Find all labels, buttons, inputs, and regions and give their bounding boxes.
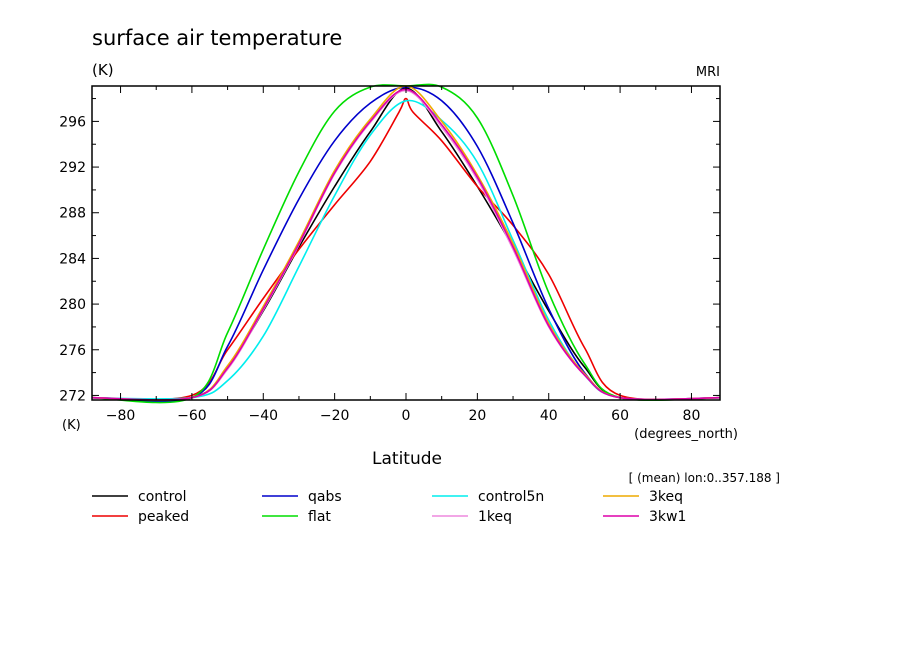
x-unit-label: (degrees_north) [634,427,738,442]
series-line-flat [91,83,721,404]
x-tick-label: −60 [177,408,207,424]
series-line-3kw1 [91,88,721,401]
x-axis-label: Latitude [372,449,442,469]
series-line-3keq [91,85,721,401]
legend-label-control5n: control5n [478,489,544,505]
series-line-qabs [91,86,721,403]
mean-note: [ (mean) lon:0..357.188 ] [629,471,780,485]
x-tick-label: −20 [320,408,350,424]
plot-frame [91,85,721,401]
series-line-control5n [91,99,721,401]
x-tick-label: 80 [683,408,701,424]
x-tick-label: −80 [106,408,136,424]
y-tick-label: 280 [59,297,86,313]
legend-label-3keq: 3keq [649,489,683,505]
chart-title: surface air temperature [92,26,342,50]
x-tick-label: 20 [468,408,486,424]
y-tick-label: 276 [59,343,86,359]
axis-ticks: −80 −60 −40 −20 0 20 40 60 80 272 276 280 284 288 292 2… [59,86,720,424]
series-line-1keq [91,89,721,401]
y-tick-label: 288 [59,206,86,222]
legend-label-3kw1: 3kw1 [649,509,686,525]
legend-label-control: control [138,489,187,505]
y-tick-label: 292 [59,160,86,176]
legend-label-qabs: qabs [308,489,342,505]
x-tick-label: 60 [611,408,629,424]
y-tick-label: 296 [59,114,86,130]
y-unit-bottom: (K) [62,418,81,433]
y-unit-top: (K) [92,61,114,79]
x-tick-label: 0 [402,408,411,424]
legend: control peaked qabs flat control5n 1keq 3keq 3k… [92,489,686,525]
source-label: MRI [696,65,720,80]
series-line-peaked [91,97,721,401]
y-tick-label: 284 [59,251,86,267]
legend-label-1keq: 1keq [478,509,512,525]
legend-label-peaked: peaked [138,509,189,525]
series-line-control [91,87,721,401]
series-layer [91,83,721,404]
x-tick-label: −40 [248,408,278,424]
y-tick-label: 272 [59,388,86,404]
x-tick-label: 40 [540,408,558,424]
legend-label-flat: flat [308,509,331,525]
